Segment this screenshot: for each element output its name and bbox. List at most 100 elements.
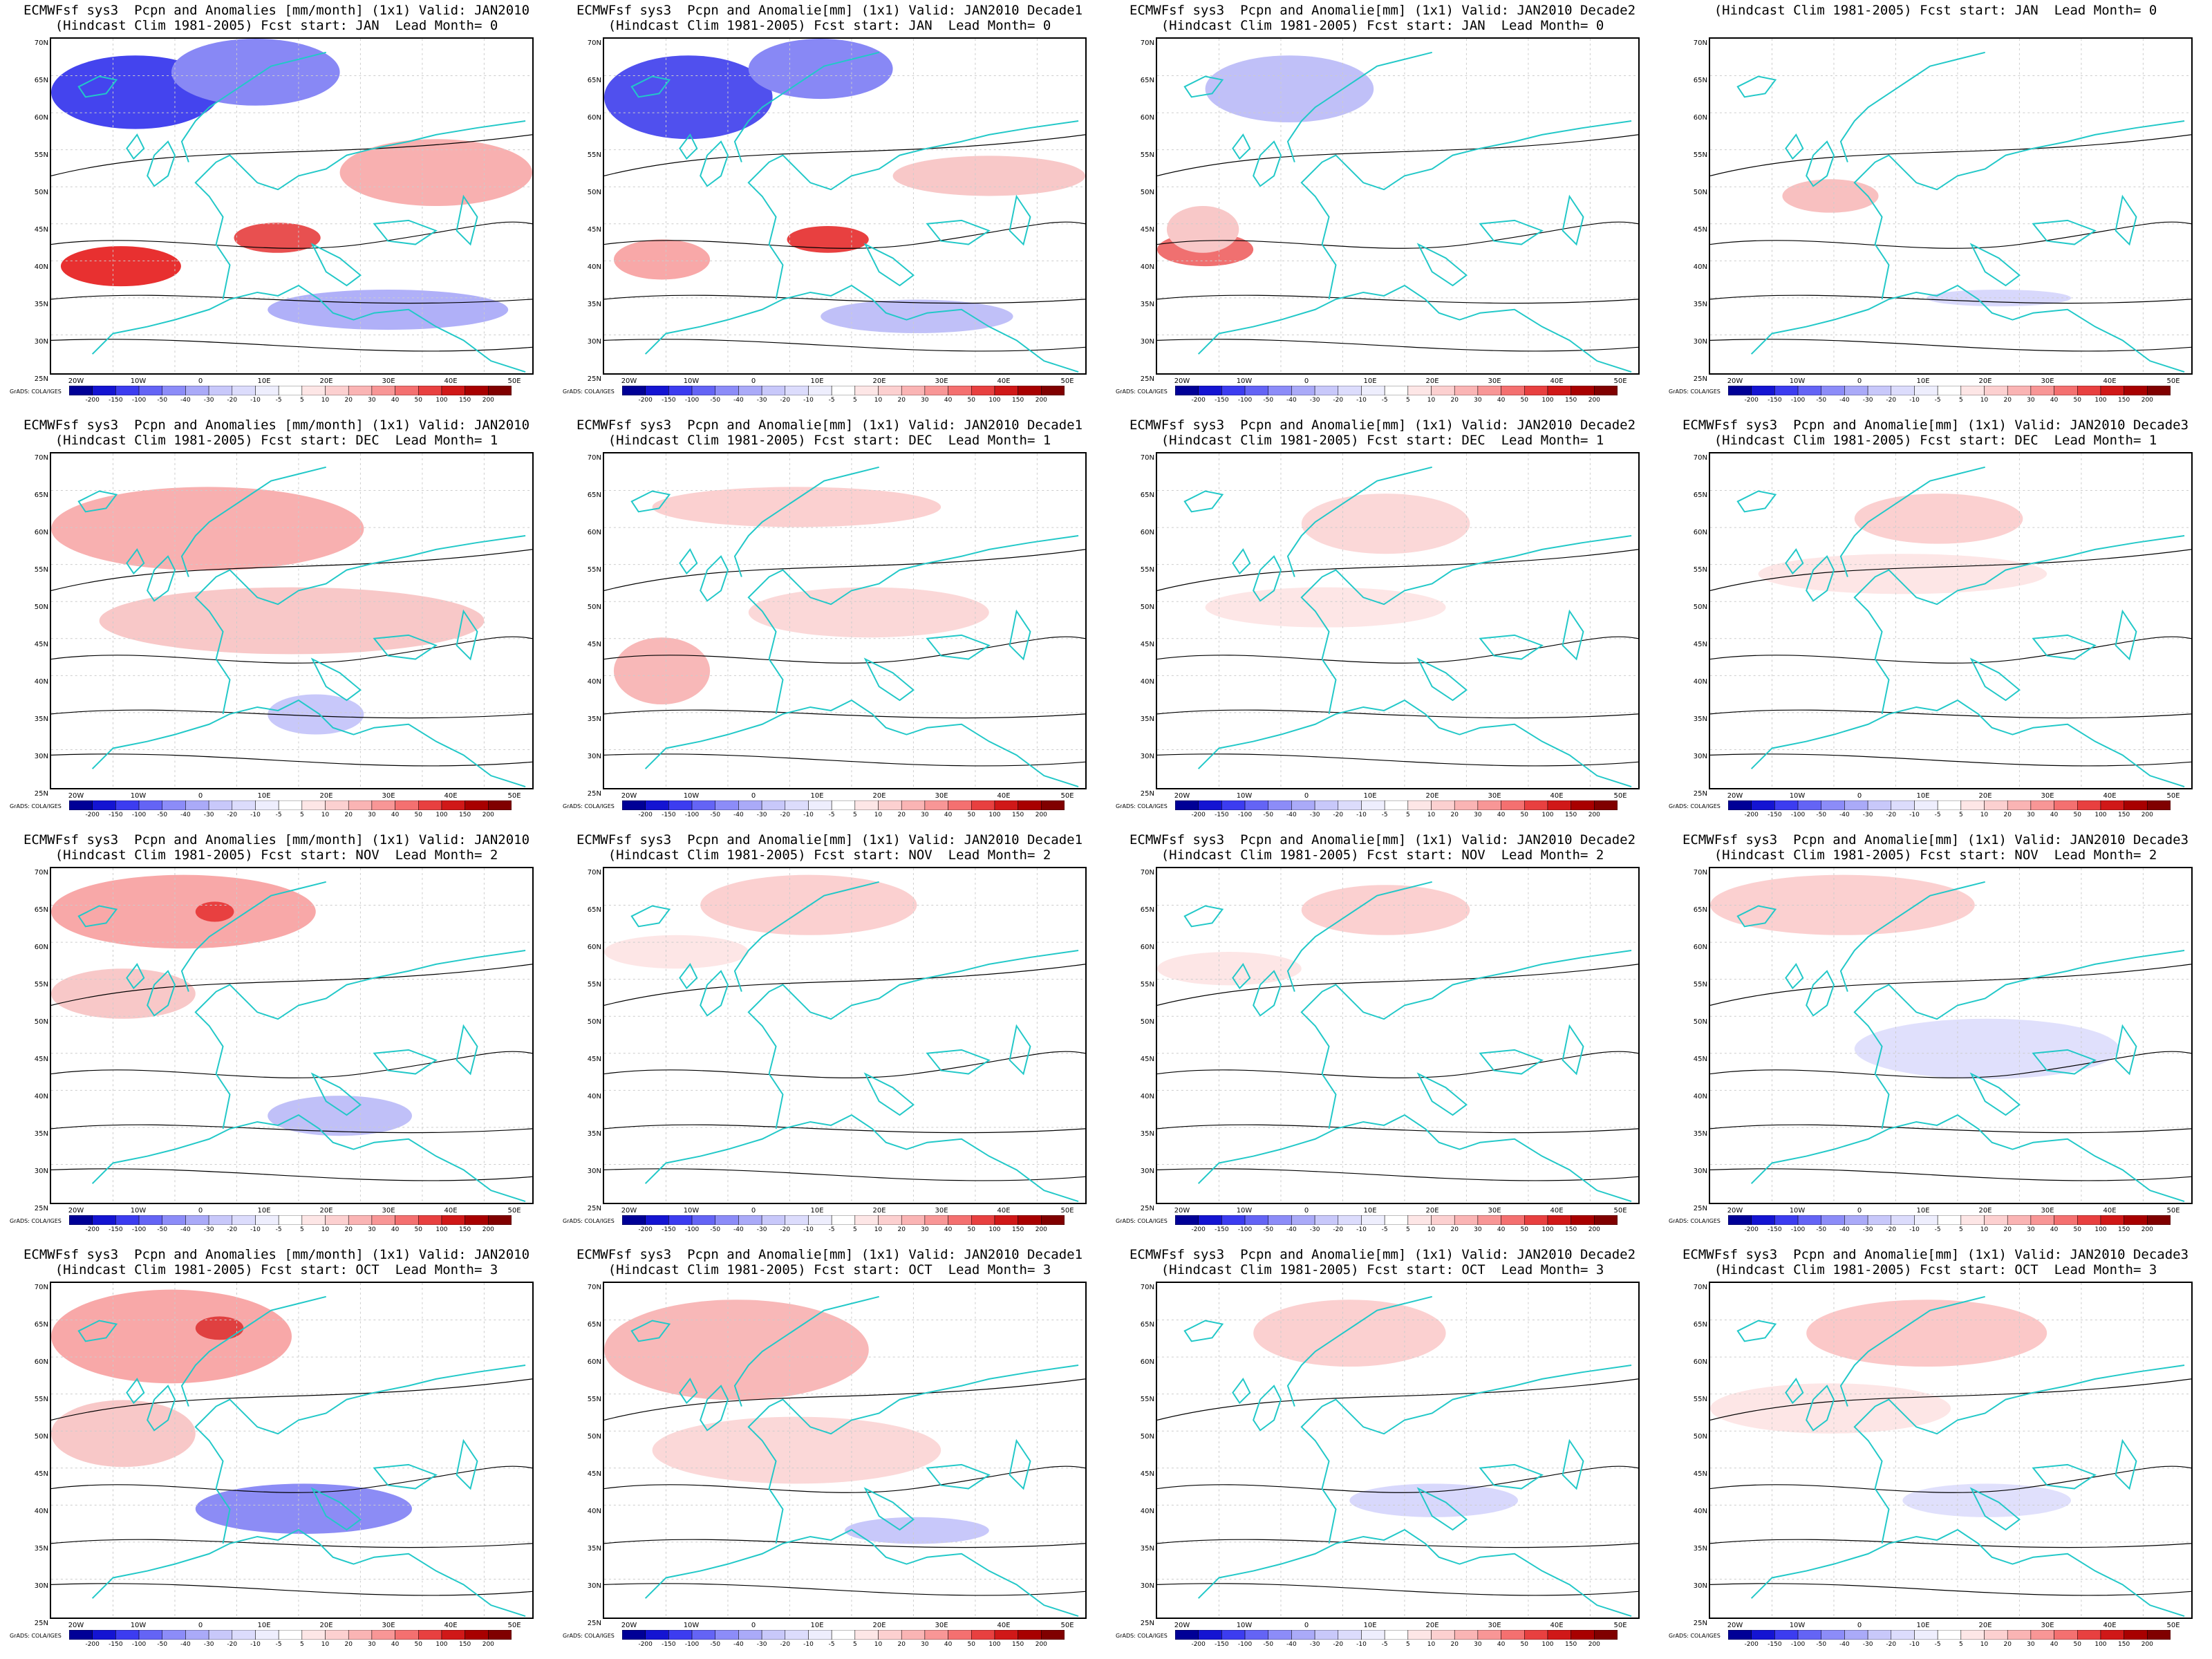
longitude-label: 40E <box>997 1207 1011 1215</box>
colorbar-swatch <box>1821 1215 1845 1225</box>
longitude-label: 20W <box>68 1207 84 1215</box>
map-area <box>1156 867 1640 1204</box>
colorbar-tick-label: -200 <box>638 812 653 818</box>
colorbar-swatch <box>1361 1215 1385 1225</box>
colorbar-tick-label: -30 <box>1862 812 1873 818</box>
colorbar-swatch <box>1338 1630 1362 1640</box>
colorbar-tick-label: -10 <box>250 812 261 818</box>
colorbar-swatch <box>1547 386 1571 395</box>
colorbar-tick-label: -200 <box>1744 1641 1759 1648</box>
colorbar-swatch <box>831 1215 856 1225</box>
longitude-label: 30E <box>382 1207 395 1215</box>
colorbar-swatch <box>371 800 395 810</box>
colorbar-tick-label: 5 <box>299 1226 304 1233</box>
colorbar-tick-label: 5 <box>852 812 857 818</box>
map-svg <box>1710 39 2191 373</box>
colorbar-swatch <box>1867 800 1892 810</box>
colorbar-swatch <box>1524 1630 1548 1640</box>
longitude-label: 40E <box>2103 792 2117 800</box>
latitude-label: 40N <box>34 1508 48 1515</box>
latitude-label: 50N <box>1693 603 1707 611</box>
longitude-label: 20E <box>1425 1207 1439 1215</box>
anomaly-area <box>51 1400 196 1468</box>
latitude-label: 65N <box>34 77 48 84</box>
colorbar-tick-label: -5 <box>828 1641 835 1648</box>
latitude-label: 70N <box>1693 39 1707 47</box>
latitude-label: 45N <box>587 1056 601 1063</box>
longitude-label: 50E <box>2166 1207 2180 1215</box>
anomaly-area <box>51 968 196 1019</box>
coastline <box>77 51 526 373</box>
colorbar-swatch <box>138 1215 162 1225</box>
colorbar-swatch <box>488 1215 512 1225</box>
colorbar-tick-label: -5 <box>275 397 282 404</box>
latitude-label: 25N <box>587 1205 601 1212</box>
colorbar-tick-label: 150 <box>459 1226 471 1233</box>
colorbar-tick-label: 10 <box>1980 1641 1989 1648</box>
latitude-label: 70N <box>587 1284 601 1291</box>
longitude-label: 20E <box>319 377 333 385</box>
panel-title: ECMWFsf sys3 Pcpn and Anomalie[mm] (1x1)… <box>1666 418 2205 448</box>
colorbar-swatch <box>738 800 762 810</box>
longitude-label: 10W <box>1236 377 1253 385</box>
colorbar-tick-label: -20 <box>227 812 238 818</box>
colorbar-swatch <box>1867 1215 1892 1225</box>
latitude-label: 50N <box>587 1433 601 1441</box>
colorbar-swatch <box>232 1630 256 1640</box>
latitude-label: 25N <box>1693 1620 1707 1627</box>
colorbar-swatch <box>208 800 233 810</box>
panel-title: ECMWFsf sys3 Pcpn and Anomalies [mm/mont… <box>7 3 546 33</box>
colorbar-tick-label: -40 <box>1286 397 1297 404</box>
colorbar-tick-label: -20 <box>1333 812 1344 818</box>
latitude-label: 60N <box>1140 529 1154 536</box>
colorbar-swatch <box>691 1215 715 1225</box>
anomaly-area <box>51 874 316 949</box>
latitude-label: 45N <box>1693 226 1707 234</box>
colorbar-swatch <box>1960 386 1985 395</box>
colorbar-swatch <box>924 386 948 395</box>
colorbar-swatch <box>2147 1215 2171 1225</box>
colorbar-tick-label: 20 <box>897 812 906 818</box>
longitude-label: 30E <box>1488 1207 1501 1215</box>
colorbar-swatch <box>488 800 512 810</box>
colorbar-swatch <box>994 800 1018 810</box>
colorbar-tick-label: 5 <box>852 397 857 404</box>
map-panel: ECMWFsf sys3 Pcpn and Anomalie[mm] (1x1)… <box>1113 831 1652 1243</box>
panel-title: ECMWFsf sys3 Pcpn and Anomalie[mm] (1x1)… <box>560 832 1099 863</box>
coastline <box>1736 466 2185 787</box>
colorbar-tick-label: 40 <box>944 1226 953 1233</box>
longitude-label: 20W <box>1727 792 1743 800</box>
climatology-contour <box>604 1378 1085 1596</box>
colorbar-tick-label: -30 <box>1309 1226 1320 1233</box>
panel-title-line1: ECMWFsf sys3 Pcpn and Anomalie[mm] (1x1)… <box>1129 1247 1636 1262</box>
latitude-label: 25N <box>587 1620 601 1627</box>
anomaly-area <box>1166 206 1239 253</box>
longitude-label: 20E <box>1978 1207 1992 1215</box>
climatology-contour <box>1157 964 1638 1181</box>
longitude-label: 50E <box>1060 792 1074 800</box>
colorbar-swatch <box>1198 1215 1222 1225</box>
colorbar-tick-label: -200 <box>1744 397 1759 404</box>
colorbar-swatch <box>1198 1630 1222 1640</box>
colorbar-swatch <box>1244 386 1268 395</box>
colorbar-swatch <box>1268 386 1292 395</box>
latitude-label: 40N <box>1140 263 1154 271</box>
colorbar-swatch <box>348 1630 373 1640</box>
latitude-label: 50N <box>587 1018 601 1026</box>
longitude-label: 10E <box>1363 1622 1377 1629</box>
colorbar-swatch <box>691 386 715 395</box>
latitude-label: 55N <box>587 566 601 574</box>
colorbar-swatch <box>668 1630 693 1640</box>
colorbar-tick-label: 150 <box>2118 397 2130 404</box>
colorbar-tick-label: 200 <box>1035 1641 1047 1648</box>
grads-credit: GrADS: COLA/IGES <box>10 1633 62 1639</box>
longitude-label: 40E <box>1550 377 1564 385</box>
colorbar-swatch <box>1291 386 1315 395</box>
latitude-label: 65N <box>587 77 601 84</box>
colorbar-tick-label: -5 <box>828 1226 835 1233</box>
panel-title: ECMWFsf sys3 Pcpn and Anomalies [mm/mont… <box>7 832 546 863</box>
latitude-label: 65N <box>34 1321 48 1329</box>
anomaly-area <box>195 1483 412 1534</box>
colorbar-tick-label: 50 <box>1520 1226 1528 1233</box>
colorbar-swatch <box>785 386 809 395</box>
